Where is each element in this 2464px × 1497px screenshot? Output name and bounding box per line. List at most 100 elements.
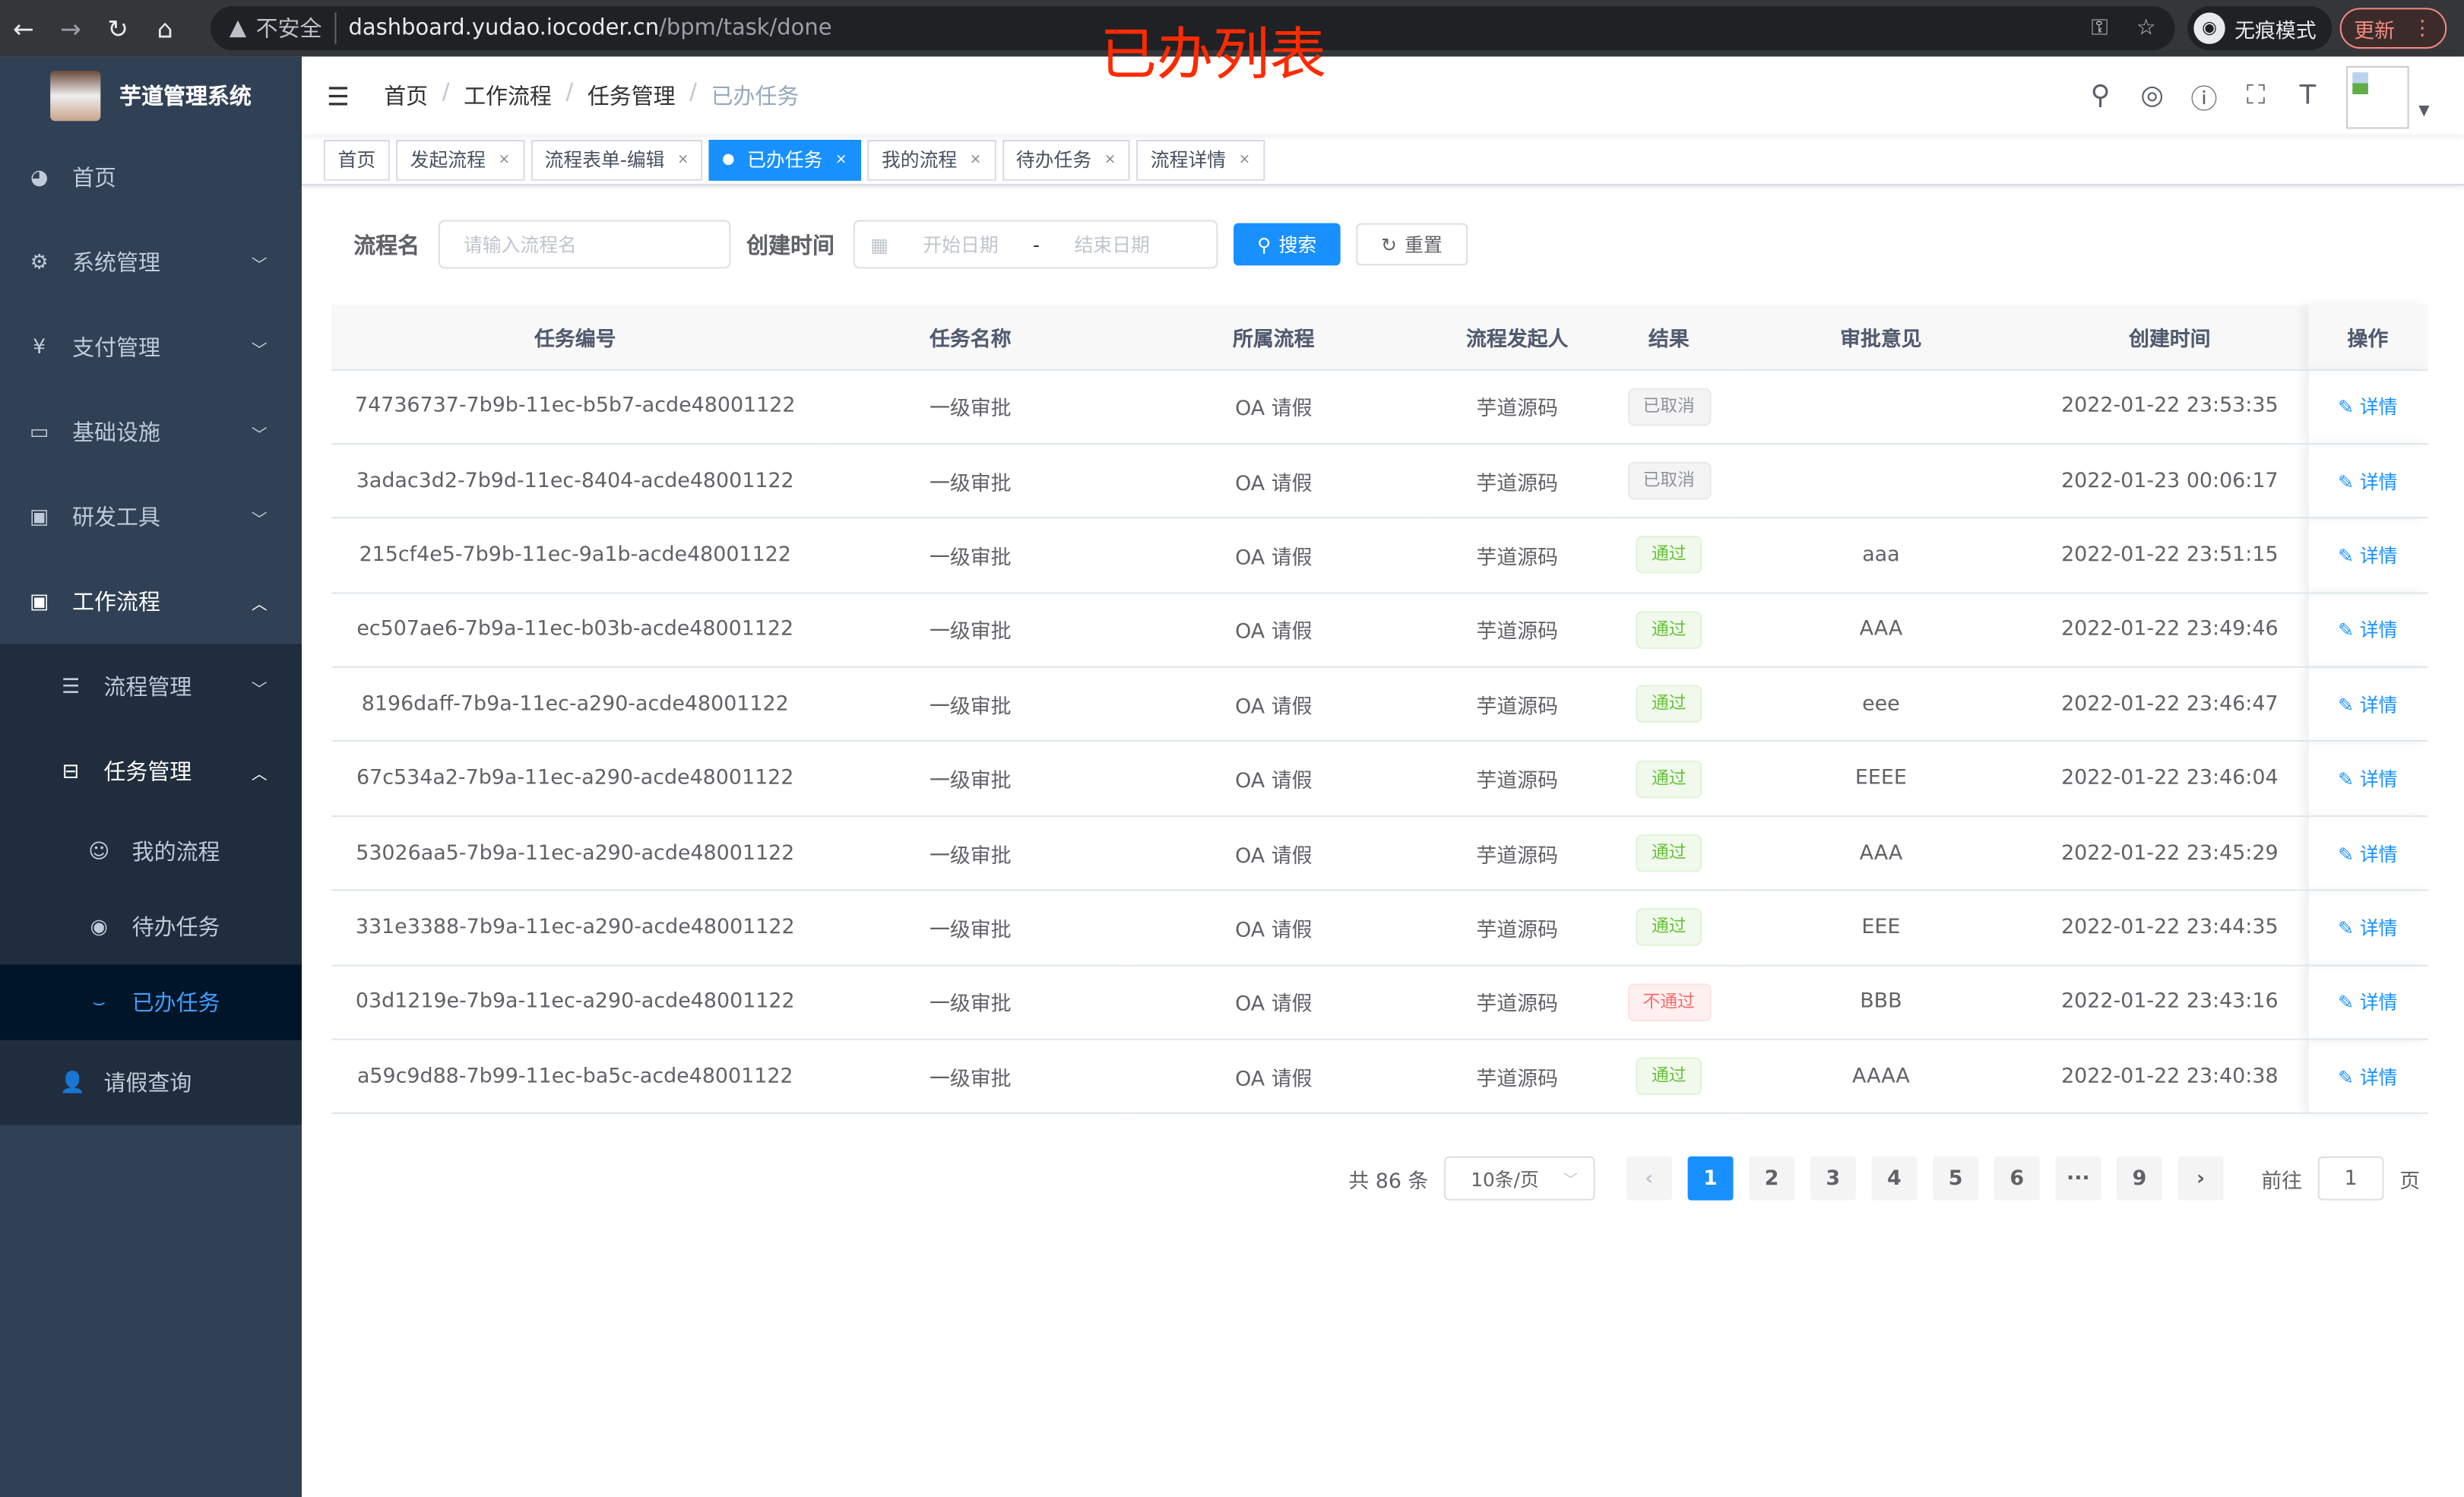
sidebar-item-system[interactable]: ⚙ 系统管理 ﹀ [0,220,302,305]
tag-todo[interactable]: 待办任务 × [1002,138,1130,180]
chevron-down-icon: ﹀ [251,681,268,699]
create-time: 2022-01-22 23:43:16 [2033,964,2307,1040]
edit-icon: ✎ [2338,470,2360,493]
page-button[interactable]: 4 [1871,1156,1918,1201]
next-page-button[interactable]: › [2177,1156,2224,1201]
page-size-select[interactable]: 10条/页 ﹀ [1444,1156,1595,1201]
breadcrumb-item[interactable]: 首页 [384,84,429,110]
goto-page-input[interactable]: 1 [2317,1156,2384,1201]
sidebar-item-infra[interactable]: ▭ 基础设施 ﹀ [0,390,302,475]
page-button[interactable]: 3 [1810,1156,1856,1201]
search-button[interactable]: ⚲ 搜索 [1234,223,1341,266]
back-icon[interactable]: ← [13,13,34,43]
breadcrumb-item[interactable]: 任务管理 [587,84,676,110]
close-icon[interactable]: × [969,151,982,168]
chevron-down-icon: ﹀ [1563,1173,1578,1189]
reset-button[interactable]: ↻ 重置 [1355,223,1468,266]
close-icon[interactable]: × [676,151,689,168]
comment: AAA [1728,815,2034,891]
page-button[interactable]: 9 [2116,1156,2162,1201]
date-range-picker[interactable]: ▦ 开始日期 - 结束日期 [853,220,1218,269]
sidebar-item-label: 工作流程 [72,590,160,616]
close-icon[interactable]: × [835,151,847,168]
avatar[interactable] [2346,65,2409,129]
sidebar-item-task-manage[interactable]: ⊟ 任务管理 ︿ [0,729,302,814]
reset-label: 重置 [1405,234,1443,257]
font-size-icon[interactable]: T [2299,80,2317,112]
page-button[interactable]: 6 [1994,1156,2040,1201]
process-name: OA 请假 [1122,369,1426,445]
close-icon[interactable]: × [1104,151,1116,168]
detail-label: 详情 [2359,992,2398,1014]
chevron-up-icon: ︿ [251,765,268,783]
caret-down-icon[interactable]: ▼ [2418,103,2430,120]
detail-button[interactable]: ✎ 详情 [2338,619,2397,641]
tag-start-process[interactable]: 发起流程 × [396,138,524,180]
create-time-label: 创建时间 [746,233,835,259]
page-button[interactable]: 5 [1933,1156,1979,1201]
page-button[interactable]: 2 [1749,1156,1795,1201]
close-icon[interactable]: × [1238,151,1251,168]
hamburger-icon[interactable]: ☰ [327,81,350,111]
sidebar-item-pay[interactable]: ¥ 支付管理 ﹀ [0,305,302,390]
tag-process-detail[interactable]: 流程详情 × [1136,138,1265,180]
breadcrumb-item[interactable]: 工作流程 [464,84,552,110]
help-icon[interactable]: ⓘ [2190,84,2218,116]
status-badge: 通过 [1636,1057,1702,1096]
detail-button[interactable]: ✎ 详情 [2338,843,2397,865]
detail-label: 详情 [2359,545,2398,568]
detail-button[interactable]: ✎ 详情 [2338,917,2397,939]
chevron-up-icon: ︿ [251,596,268,614]
sidebar-item-process-manage[interactable]: ☰ 流程管理 ﹀ [0,644,302,730]
task-name: 一级审批 [819,517,1123,593]
search-icon[interactable]: ⚲ [2090,80,2111,112]
chevron-down-icon: ﹀ [251,257,268,274]
action-cell: ✎ 详情 [2306,443,2428,519]
result-cell: 通过 [1609,741,1729,817]
column-header: 创建时间 [2033,305,2307,370]
logo[interactable]: 芋道管理系统 [0,56,302,135]
key-icon[interactable]: ⚿ [2091,15,2108,41]
action-cell: ✎ 详情 [2306,741,2428,817]
reload-icon[interactable]: ↻ [107,13,128,43]
detail-button[interactable]: ✎ 详情 [2338,396,2397,418]
detail-button[interactable]: ✎ 详情 [2338,1066,2397,1088]
forward-icon[interactable]: → [60,13,81,43]
detail-button[interactable]: ✎ 详情 [2338,992,2397,1014]
update-button[interactable]: 更新 ⋮ [2339,8,2447,49]
detail-button[interactable]: ✎ 详情 [2338,470,2397,492]
home-icon[interactable]: ⌂ [157,13,173,43]
tag-form-edit[interactable]: 流程表单-编辑 × [530,138,704,180]
incognito-badge[interactable]: ◉ 无痕模式 [2187,6,2333,51]
sidebar-item-workflow[interactable]: ▣ 工作流程 ︿ [0,559,302,644]
fullscreen-icon[interactable]: ⛶ [2246,80,2266,112]
tag-done[interactable]: 已办任务 × [709,138,862,180]
task-name: 一级审批 [819,369,1123,445]
starter: 芋道源码 [1425,369,1610,445]
tag-home[interactable]: 首页 [323,138,390,180]
navbar: ☰ 首页 / 工作流程 / 任务管理 / 已办任务 ⚲ ◎ ⓘ ⛶ T ▼ [302,56,2464,135]
sidebar-item-leave[interactable]: 👤 请假查询 [0,1040,302,1125]
detail-label: 详情 [2359,694,2398,717]
page-button[interactable]: ··· [2055,1156,2101,1201]
column-header: 审批意见 [1728,305,2034,370]
prev-page-button[interactable]: ‹ [1626,1156,1672,1201]
address-bar[interactable]: ▲ 不安全 dashboard.yudao.iocoder.cn/bpm/tas… [211,6,2175,51]
breadcrumb-current: 已办任务 [711,84,800,110]
tag-my-process[interactable]: 我的流程 × [867,138,996,180]
sidebar-item-home[interactable]: ◕ 首页 [0,135,302,220]
page-button[interactable]: 1 [1687,1156,1734,1201]
process-name-input[interactable]: 请输入流程名 [438,220,731,269]
sidebar-item-todo[interactable]: ◉ 待办任务 [0,889,302,964]
sidebar-item-my-process[interactable]: ☺ 我的流程 [0,814,302,889]
github-icon[interactable]: ◎ [2140,80,2165,112]
breadcrumb-separator: / [442,80,450,106]
sidebar-item-done[interactable]: ⌣ 已办任务 [0,964,302,1040]
detail-button[interactable]: ✎ 详情 [2338,768,2397,790]
detail-button[interactable]: ✎ 详情 [2338,694,2397,716]
sidebar-item-tools[interactable]: ▣ 研发工具 ﹀ [0,474,302,559]
workflow-submenu: ☰ 流程管理 ﹀ ⊟ 任务管理 ︿ ☺ 我的流程 ◉ 待办任务 ⌣ 已办任务 👤 请假查询 [0,644,302,1125]
close-icon[interactable]: × [498,151,511,168]
star-icon[interactable]: ☆ [2136,15,2156,41]
detail-button[interactable]: ✎ 详情 [2338,545,2397,567]
